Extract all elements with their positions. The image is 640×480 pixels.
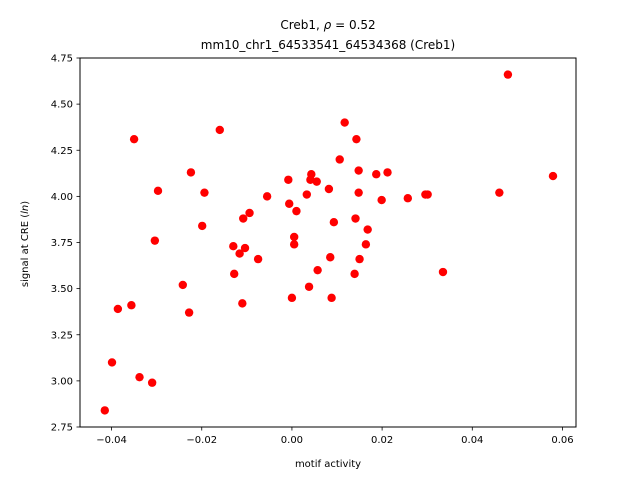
data-point	[377, 195, 386, 205]
data-point	[239, 214, 248, 223]
data-point	[287, 293, 297, 303]
y-tick-label: 3.50	[51, 284, 73, 295]
x-tick-label: −0.04	[96, 435, 127, 446]
x-tick-label: 0.02	[371, 435, 393, 446]
y-tick-label: 3.25	[51, 330, 73, 341]
y-tick-label: 4.50	[51, 100, 73, 111]
chart-title-line2: mm10_chr1_64533541_64534368 (Creb1)	[201, 38, 455, 52]
x-tick-label: −0.02	[186, 435, 217, 446]
data-point	[352, 134, 361, 144]
data-point	[495, 188, 504, 197]
x-tick-label: 0.00	[281, 435, 303, 446]
data-point	[262, 192, 272, 201]
data-point	[238, 299, 247, 308]
data-point	[324, 184, 334, 194]
data-point	[503, 70, 513, 79]
data-point	[304, 282, 314, 291]
y-tick-label: 2.75	[51, 423, 73, 434]
chart-title-line1: Creb1, ρ = 0.52	[280, 18, 375, 32]
y-tick-label: 4.25	[51, 146, 73, 157]
data-point	[363, 225, 372, 234]
x-tick-label: 0.04	[461, 435, 483, 446]
y-tick-label: 3.00	[51, 376, 73, 387]
data-point	[186, 168, 196, 177]
data-point	[184, 308, 194, 317]
data-point	[150, 236, 160, 245]
data-point	[355, 254, 364, 264]
data-point	[340, 118, 349, 127]
data-point	[229, 241, 238, 251]
data-point	[284, 175, 293, 184]
data-point	[100, 406, 110, 415]
data-point	[107, 358, 117, 367]
y-tick-label: 4.00	[51, 192, 73, 203]
y-tick-label: 3.75	[51, 238, 73, 249]
data-point	[383, 168, 392, 177]
data-point	[361, 240, 371, 249]
data-point	[285, 199, 294, 208]
x-axis-label: motif activity	[295, 459, 361, 470]
data-point	[329, 218, 339, 227]
data-point	[215, 125, 224, 135]
data-point	[197, 221, 207, 231]
y-axis-label: signal at CRE (ln)	[20, 201, 31, 287]
data-point	[153, 186, 163, 196]
data-point	[326, 253, 335, 262]
data-point	[292, 206, 301, 216]
data-points	[100, 70, 558, 415]
data-point	[245, 208, 254, 218]
data-point	[240, 243, 250, 253]
data-point	[147, 378, 157, 387]
y-tick-label: 4.75	[51, 54, 73, 65]
data-point	[135, 372, 144, 382]
data-point	[289, 240, 299, 249]
data-point	[307, 170, 316, 179]
data-point	[313, 265, 322, 275]
data-point	[312, 177, 321, 186]
y-axis-ticks: 2.75 3.00 3.25 3.50 3.75 4.00 4.25 4.50 4.75	[51, 54, 80, 434]
data-point	[289, 232, 299, 242]
x-axis-ticks: −0.04 −0.02 0.00 0.02 0.04 0.06	[96, 427, 574, 446]
data-point	[127, 301, 136, 310]
x-tick-label: 0.06	[551, 435, 573, 446]
data-point	[403, 194, 413, 203]
data-point	[548, 171, 558, 181]
data-point	[351, 214, 360, 223]
data-point	[354, 188, 363, 197]
data-point	[200, 188, 209, 197]
data-point	[423, 190, 432, 199]
data-point	[253, 254, 263, 264]
data-point	[230, 269, 239, 279]
data-point	[354, 166, 363, 175]
data-point	[327, 293, 336, 303]
data-point	[235, 249, 244, 258]
data-point	[178, 280, 188, 290]
data-point	[372, 170, 381, 179]
data-point	[335, 155, 344, 164]
data-point	[438, 267, 448, 277]
data-point	[350, 269, 359, 279]
data-point	[302, 190, 312, 199]
data-point	[129, 134, 139, 144]
data-point	[113, 304, 123, 314]
